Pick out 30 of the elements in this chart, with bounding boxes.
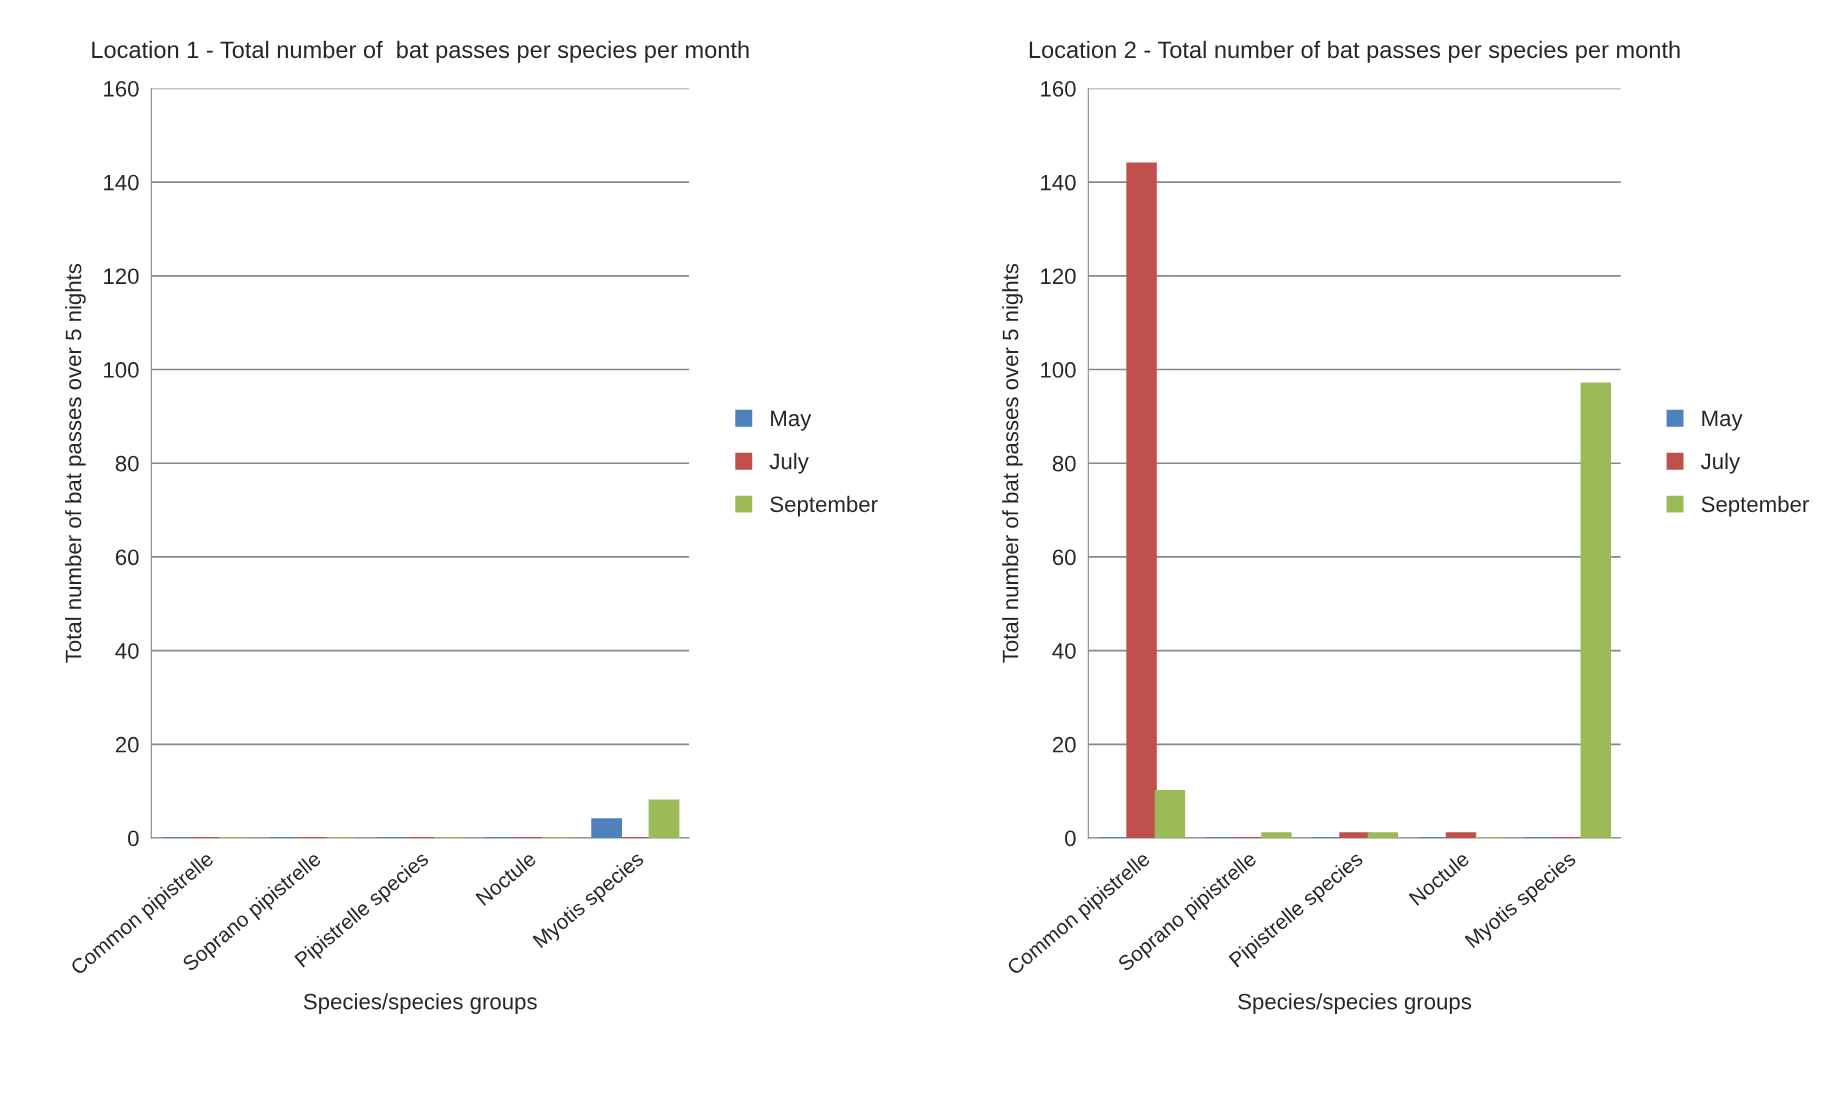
chart-title: Location 2 - Total number of bat passes per species per month	[1029, 40, 1680, 63]
y-tick-label: 20	[1052, 736, 1076, 753]
legend-label: September	[770, 495, 878, 517]
y-tick-label: 120	[104, 268, 139, 285]
y-tick-label: 120	[1041, 268, 1076, 285]
y-tick-label: 60	[115, 549, 139, 566]
y-tick-label: 20	[115, 736, 139, 753]
y-axis-title: Total number of bat passes over 5 nights	[65, 263, 86, 663]
y-tick-label: 80	[1052, 455, 1076, 472]
x-axis-title: Species/species groups	[1238, 993, 1472, 1014]
y-tick-label: 60	[1052, 549, 1076, 566]
x-axis-title: Species/species groups	[303, 993, 537, 1014]
y-tick-label: 40	[1052, 643, 1076, 659]
y-tick-label: 40	[115, 643, 139, 659]
y-tick-label: 0	[1065, 830, 1076, 847]
y-tick-label: 140	[104, 174, 139, 191]
chart-title: Location 1 - Total number of bat passes per species per month	[92, 40, 749, 63]
legend-label: July	[769, 452, 809, 474]
legend-label: May	[771, 410, 812, 431]
y-tick-label: 160	[104, 81, 139, 97]
legend-label: May	[1702, 410, 1743, 431]
y-axis-title: Total number of bat passes over 5 nights	[1002, 263, 1023, 663]
y-tick-label: 160	[1041, 81, 1076, 97]
y-tick-label: 140	[1041, 174, 1076, 191]
y-tick-label: 100	[1041, 362, 1076, 378]
legend-label: July	[1700, 452, 1741, 474]
y-tick-label: 100	[104, 362, 139, 378]
legend-label: September	[1701, 495, 1809, 517]
y-tick-label: 0	[128, 830, 139, 847]
y-tick-label: 80	[115, 455, 139, 472]
